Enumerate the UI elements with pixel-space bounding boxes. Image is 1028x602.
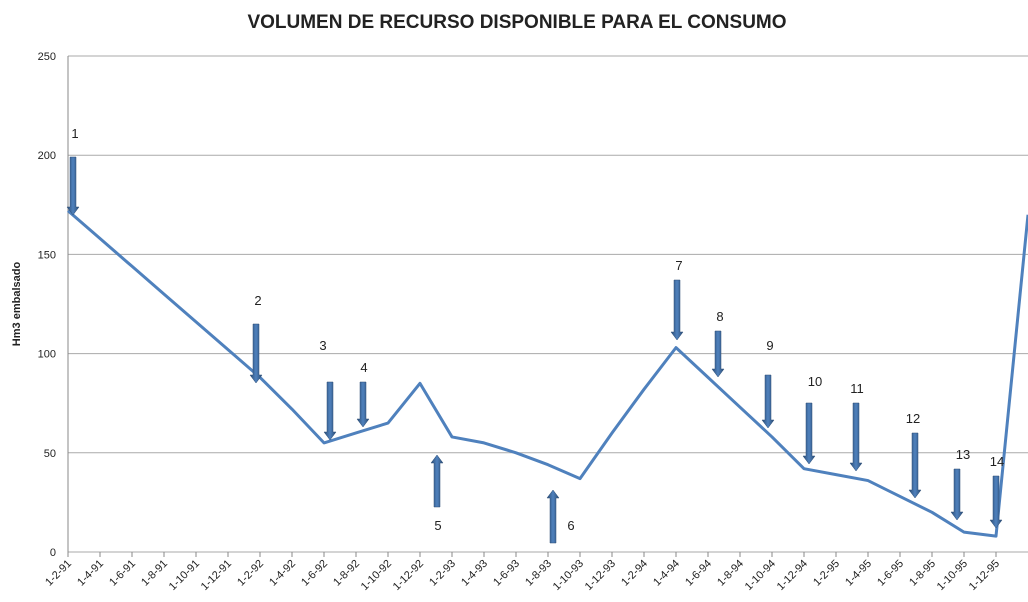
- arrow-shape: [989, 475, 1003, 529]
- annotation: 3: [319, 338, 326, 353]
- annotation: 11: [850, 381, 864, 396]
- arrow-shape: [546, 489, 560, 544]
- arrow-shape: [430, 454, 444, 508]
- arrow-shape: [908, 432, 922, 499]
- annotation: 2: [254, 293, 261, 308]
- x-tick-label: 1-12-94: [775, 558, 810, 593]
- x-tick-label: 1-4-92: [267, 558, 298, 589]
- y-tick-label: 150: [38, 249, 56, 261]
- x-tick-label: 1-10-91: [167, 558, 202, 593]
- arrow: [249, 323, 263, 384]
- arrow-shape: [670, 279, 684, 341]
- x-tick-label: 1-4-94: [651, 558, 682, 589]
- arrow: [356, 381, 370, 428]
- annotation: 12: [906, 411, 920, 426]
- annotation: 9: [766, 338, 773, 353]
- x-tick-label: 1-6-91: [107, 558, 138, 589]
- arrow-shape: [761, 374, 775, 429]
- annotation: 1: [71, 126, 78, 141]
- arrow: [711, 330, 725, 378]
- x-tick-label: 1-8-91: [139, 558, 170, 589]
- x-tick-label: 1-6-93: [491, 558, 522, 589]
- x-tick-label: 1-2-92: [235, 558, 266, 589]
- x-tick-label: 1-2-93: [427, 558, 458, 589]
- x-tick-label: 1-8-93: [523, 558, 554, 589]
- annotation: 14: [990, 454, 1004, 469]
- arrow: [66, 156, 80, 216]
- arrow: [670, 279, 684, 341]
- x-tick-label: 1-8-94: [715, 558, 746, 589]
- line-series: [67, 209, 1028, 538]
- arrow-shape: [849, 402, 863, 472]
- arrow-shape: [356, 381, 370, 428]
- x-tick-label: 1-6-92: [299, 558, 330, 589]
- arrow: [950, 468, 964, 521]
- arrow: [849, 402, 863, 472]
- x-tick-label: 1-8-92: [331, 558, 362, 589]
- annotation: 4: [360, 360, 367, 375]
- x-tick-label: 1-10-94: [743, 558, 778, 593]
- arrow-shape: [66, 156, 80, 216]
- x-tick-label: 1-6-95: [875, 558, 906, 589]
- annotation: 6: [567, 518, 574, 533]
- y-tick-label: 50: [44, 448, 56, 460]
- arrow: [989, 475, 1003, 529]
- x-tick-label: 1-12-95: [967, 558, 1002, 593]
- arrow: [323, 381, 337, 441]
- x-tick-label: 1-4-95: [843, 558, 874, 589]
- y-tick-label: 250: [38, 51, 56, 63]
- y-tick-label: 0: [50, 547, 56, 559]
- x-tick-label: 1-6-94: [683, 558, 714, 589]
- x-tick-label: 1-2-95: [811, 558, 842, 589]
- arrow-shape: [323, 381, 337, 441]
- x-tick-label: 1-12-93: [583, 558, 618, 593]
- x-tick-label: 1-4-93: [459, 558, 490, 589]
- x-tick-label: 1-10-95: [935, 558, 970, 593]
- arrow-shape: [802, 402, 816, 465]
- annotation: 5: [434, 518, 441, 533]
- arrow-shape: [950, 468, 964, 521]
- annotation: 7: [675, 258, 682, 273]
- annotation: 8: [716, 309, 723, 324]
- x-tick-label: 1-12-92: [391, 558, 426, 593]
- annotation: 13: [956, 447, 970, 462]
- x-tick-label: 1-10-92: [359, 558, 394, 593]
- annotation: 10: [808, 374, 822, 389]
- arrow: [908, 432, 922, 499]
- arrow: [802, 402, 816, 465]
- y-axis-label: Hm3 embalsado: [11, 262, 23, 347]
- arrow-shape: [249, 323, 263, 384]
- arrow: [761, 374, 775, 429]
- y-tick-label: 100: [38, 349, 56, 361]
- y-tick-label: 200: [38, 150, 56, 162]
- x-tick-label: 1-10-93: [551, 558, 586, 593]
- x-tick-label: 1-8-95: [907, 558, 938, 589]
- chart-title: VOLUMEN DE RECURSO DISPONIBLE PARA EL CO…: [247, 12, 786, 33]
- arrow: [430, 454, 444, 508]
- x-tick-label: 1-12-91: [199, 558, 234, 593]
- x-tick-label: 1-2-91: [43, 558, 74, 589]
- arrow: [546, 489, 560, 544]
- arrow-shape: [711, 330, 725, 378]
- x-tick-label: 1-2-94: [619, 558, 650, 589]
- x-tick-label: 1-4-91: [75, 558, 106, 589]
